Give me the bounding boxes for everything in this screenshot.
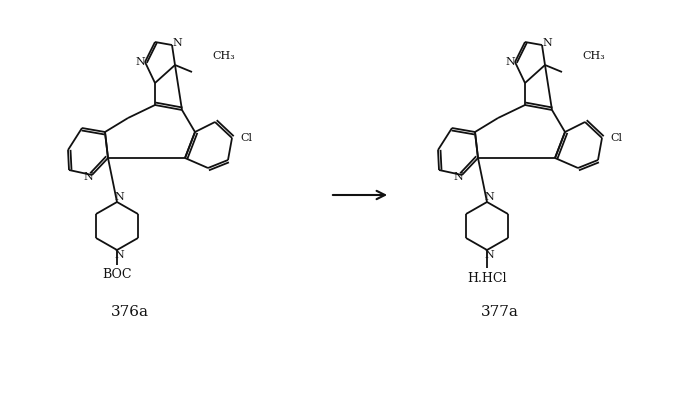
Text: 376a: 376a: [111, 305, 149, 319]
Text: Cl: Cl: [610, 133, 622, 143]
Text: N: N: [83, 172, 93, 182]
Text: N: N: [484, 250, 494, 260]
Text: N: N: [135, 57, 145, 67]
Text: N: N: [505, 57, 515, 67]
Text: N: N: [453, 172, 463, 182]
Text: N: N: [172, 38, 182, 48]
Text: H.HCl: H.HCl: [467, 272, 507, 284]
Text: N: N: [114, 192, 124, 202]
Text: CH₃: CH₃: [212, 51, 235, 61]
Text: 377a: 377a: [481, 305, 519, 319]
Text: CH₃: CH₃: [582, 51, 604, 61]
Text: N: N: [484, 192, 494, 202]
Text: Cl: Cl: [240, 133, 252, 143]
Text: N: N: [114, 250, 124, 260]
Text: N: N: [542, 38, 552, 48]
Text: BOC: BOC: [102, 268, 132, 282]
